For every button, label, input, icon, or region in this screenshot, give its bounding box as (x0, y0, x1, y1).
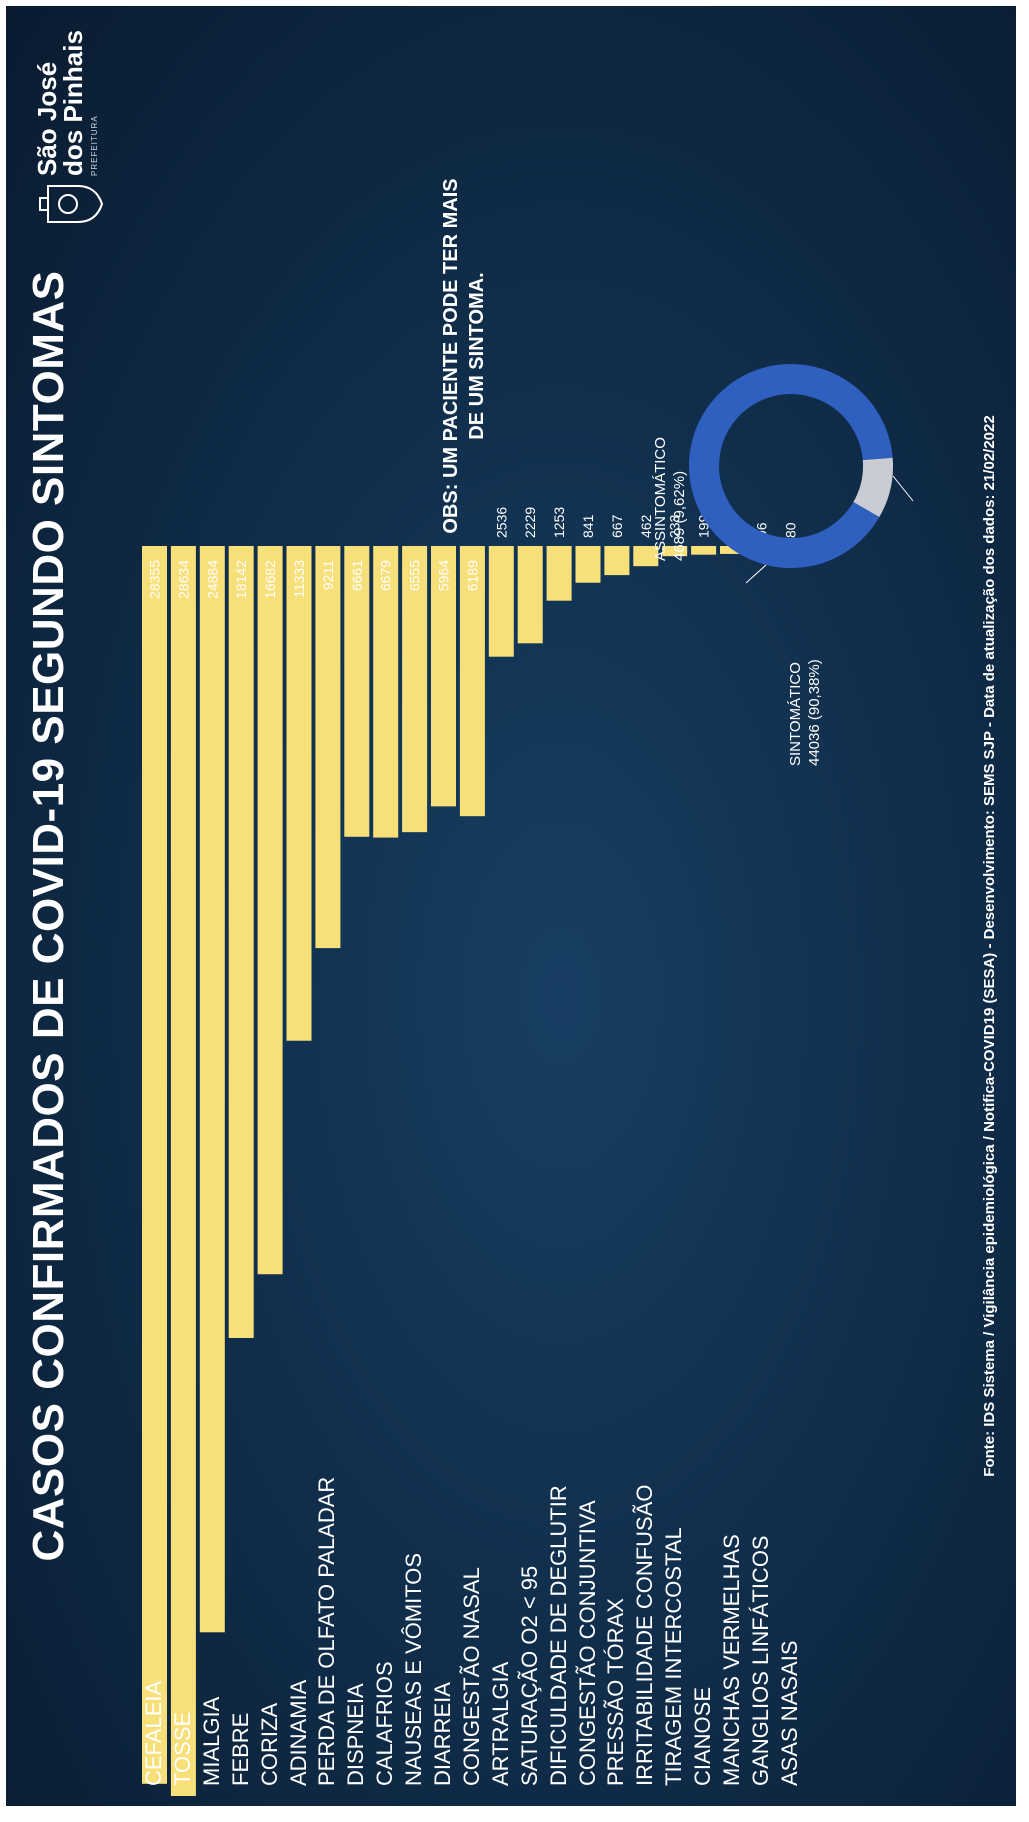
poster: 28355 28634 24884 18142 16682 11333 9211 6661 66… (6, 6, 1016, 1806)
bar-19 (691, 546, 717, 555)
category-label-11: CONGESTÃO NASAL (458, 1567, 484, 1786)
category-label-13: SATURAÇÃO O2 < 95 (516, 1565, 542, 1786)
bar-value-label-17: 462 (638, 514, 654, 538)
category-label-1: TOSSE (169, 1711, 195, 1786)
chart-canvas: 28355 28634 24884 18142 16682 11333 9211 6661 66… (142, 364, 914, 1796)
coat-of-arms-icon (39, 185, 104, 223)
bar-value-label-0: 28355 (147, 560, 163, 599)
bar-0 (142, 545, 167, 1784)
bar-value-label-14: 1253 (551, 507, 567, 538)
bar-3 (228, 545, 254, 1338)
category-label-2: MIALGIA (198, 1696, 224, 1786)
bar-17 (633, 546, 659, 567)
category-label-3: FEBRE (227, 1712, 253, 1786)
category-label-5: ADINAMIA (285, 1679, 311, 1786)
donut-label-assintomatico-value: 4689 (9,62%) (671, 470, 688, 561)
bar-5 (286, 546, 312, 1041)
bar-9 (402, 545, 428, 833)
bar-value-label-13: 2229 (522, 507, 538, 538)
logo-line-2: dos Pinhais (58, 30, 88, 176)
donut-leader-line-1 (745, 564, 767, 584)
bar-value-label-6: 9211 (320, 560, 336, 590)
category-label-4: CORIZA (256, 1702, 282, 1786)
bar-14 (546, 546, 572, 601)
bar-18 (662, 546, 688, 557)
logo: São José dos Pinhais (32, 30, 88, 176)
category-label-9: NAUSEAS E VÔMITOS (401, 1552, 427, 1786)
bar-15 (575, 546, 601, 583)
category-label-14: DIFICULDADE DE DEGLUTIR (545, 1485, 571, 1786)
bar-value-label-16: 667 (609, 514, 625, 538)
category-label-7: DISPNEIA (343, 1683, 369, 1786)
category-label-15: CONGESTÃO CONJUNTIVA (574, 1500, 600, 1786)
bar-value-label-8: 6679 (378, 560, 394, 591)
bar-12 (488, 545, 514, 657)
chart-stage: 28355 28634 24884 18142 16682 11333 9211 6661 66… (6, 6, 1016, 1806)
donut-label-sintomatico-name: SINTOMÁTICO (787, 662, 804, 766)
category-label-17: IRRITABILIDADE CONFUSÃO (632, 1484, 658, 1786)
observation-note: OBS: UM PACIENTE PODE TER MAIS DE UM SIN… (440, 178, 488, 534)
bar-value-label-2: 24884 (204, 560, 220, 599)
category-label-19: CIANOSE (690, 1686, 716, 1786)
bar-value-label-4: 16682 (262, 560, 278, 599)
donut-group (689, 364, 914, 584)
bars-group: 28355 28634 24884 18142 16682 11333 9211 6661 66… (142, 507, 803, 1796)
category-label-10: DIARREIA (430, 1682, 455, 1786)
category-label-18: TIRAGEM INTERCOSTAL (661, 1527, 687, 1786)
donut-label-sintomatico-value: 44036 (90,38%) (806, 659, 823, 766)
donut-slice-1 (853, 457, 893, 517)
category-label-22: ASAS NASAIS (776, 1640, 802, 1786)
category-label-0: CEFALEIA (141, 1680, 166, 1786)
chart-title: CASOS CONFIRMADOS DE COVID-19 SEGUNDO SI… (24, 270, 73, 1562)
bar-8 (373, 545, 399, 838)
donut-label-sintomatico: SINTOMÁTICO 44036 (90,38%) (786, 659, 824, 766)
bar-16 (604, 545, 630, 576)
bar-value-label-5: 11333 (291, 560, 307, 598)
logo-line-1: São José (32, 61, 62, 176)
logo-subtitle: PREFEITURA (90, 115, 99, 176)
category-label-20: MANCHAS VERMELHAS (719, 1534, 744, 1786)
donut-label-assintomatico: ASSINTOMÁTICO 4689 (9,62%) (651, 437, 689, 561)
bar-value-label-10: 5964 (436, 560, 452, 591)
bar-value-label-18: 233 (667, 514, 683, 538)
bar-10 (431, 545, 456, 807)
donut-label-assintomatico-name: ASSINTOMÁTICO (652, 437, 669, 561)
category-label-12: ARTRALGIA (487, 1661, 513, 1786)
bar-value-label-1: 28634 (175, 560, 191, 599)
bar-value-label-7: 6661 (349, 560, 365, 591)
bar-value-label-3: 18142 (233, 560, 249, 599)
category-label-16: PRESSÃO TÓRAX (603, 1598, 629, 1786)
category-label-21: GANGLIOS LINFÁTICOS (747, 1535, 773, 1786)
bar-2 (199, 545, 225, 1633)
bar-value-label-9: 6555 (407, 560, 423, 591)
category-label-8: CALAFRIOS (372, 1661, 398, 1786)
category-label-6: PERDA DE OLFATO PALADAR (314, 1476, 340, 1786)
bar-4 (257, 546, 283, 1275)
bar-1 (170, 546, 196, 1796)
bar-value-label-15: 841 (580, 514, 596, 538)
bar-value-label-11: 6189 (464, 560, 480, 591)
bar-value-label-22: 80 (782, 522, 798, 538)
bar-13 (517, 546, 543, 644)
bar-value-label-12: 2536 (493, 507, 509, 538)
donut-slice-0 (689, 364, 893, 568)
footer-source: Fonte: IDS Sistema / Vigilância epidemio… (981, 415, 998, 1477)
bar-11 (459, 546, 485, 817)
bar-6 (315, 546, 341, 949)
bar-7 (344, 545, 370, 837)
donut-leader-line-0 (892, 475, 914, 502)
